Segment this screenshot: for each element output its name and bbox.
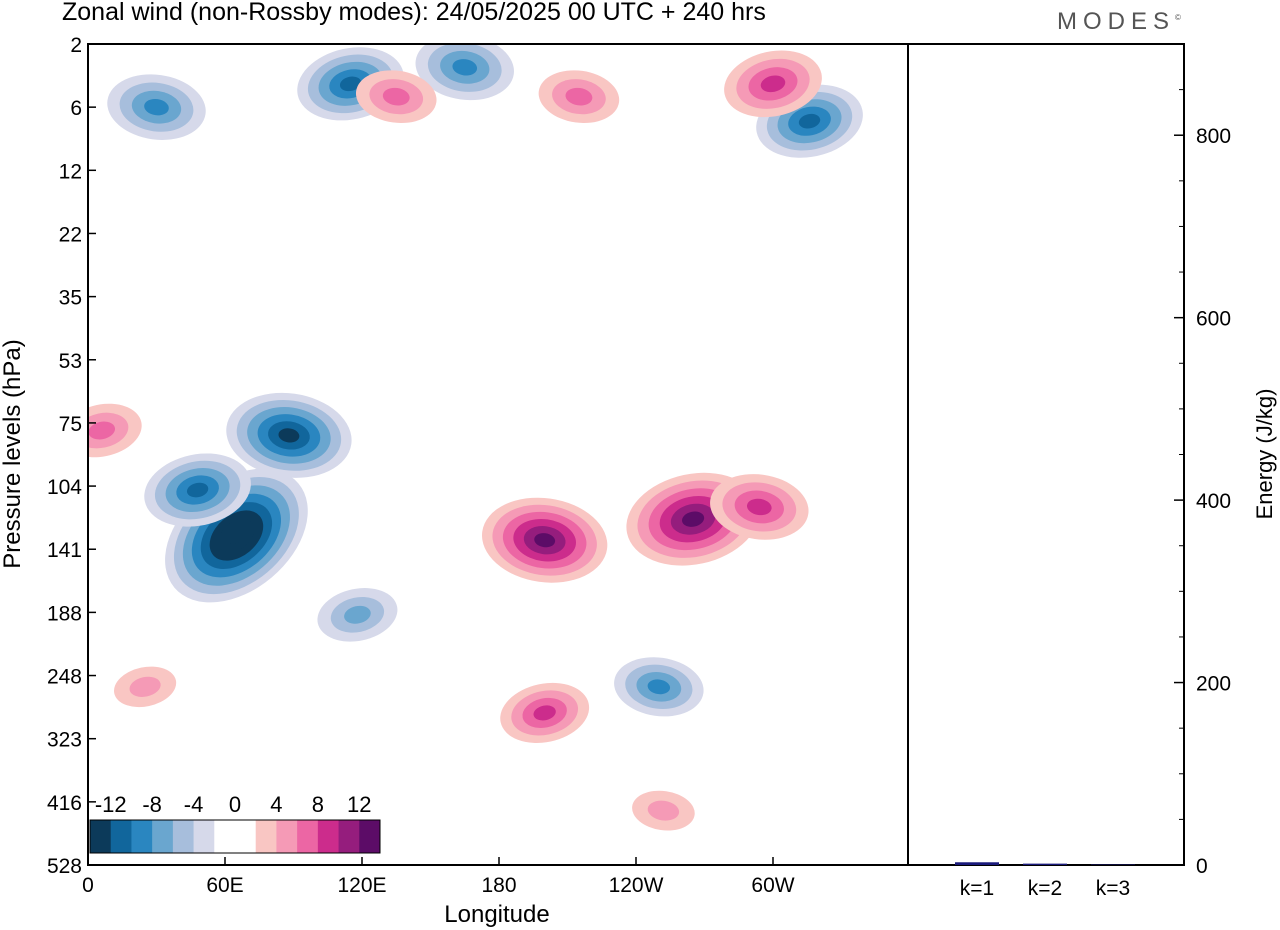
energy-tick-label: 600 (1196, 308, 1231, 331)
contour-feature (565, 87, 593, 106)
contour-feature (534, 533, 556, 548)
colorbar-swatch (338, 820, 360, 853)
colorbar-tick-label: -4 (184, 792, 204, 817)
colorbar-frame (89, 819, 381, 854)
colorbar-tick-label: -8 (142, 792, 162, 817)
colorbar-swatch (172, 820, 195, 853)
y-tick-label: 12 (59, 160, 82, 183)
x-tick-label: 60E (206, 874, 243, 897)
energy-tick-label: 200 (1196, 673, 1231, 696)
energy-bar-label: k=1 (960, 877, 994, 900)
contour-feature (798, 113, 821, 129)
energy-bar-label: k=2 (1028, 877, 1062, 900)
modes-logo: MODES© (1057, 8, 1181, 36)
y-tick-label: 6 (70, 97, 82, 120)
energy-bar (955, 862, 999, 865)
contour-feature (382, 87, 410, 106)
y-tick-label: 53 (59, 350, 82, 373)
colorbar-tick-label: 4 (270, 792, 282, 817)
contour-feature (129, 676, 161, 697)
contour-feature (452, 59, 478, 76)
contour-feature (344, 605, 371, 624)
contour-feature (533, 705, 556, 721)
y-tick-label: 2 (70, 34, 82, 57)
colorbar-swatch (131, 820, 153, 853)
x-tick-label: 180 (481, 874, 516, 897)
y-tick-label: 141 (47, 539, 82, 562)
x-tick-label: 60W (751, 874, 794, 897)
y-tick-label: 528 (47, 855, 82, 878)
colorbar-swatch (276, 820, 298, 853)
energy-bar-label: k=3 (1096, 877, 1130, 900)
colorbar-swatch (90, 820, 112, 853)
y-tick-label: 188 (47, 602, 82, 625)
energy-bar-panel: 0 200 400 600 800 k=1 k=2 k=3 (955, 89, 1231, 900)
logo-text: MODES (1057, 8, 1176, 35)
colorbar-swatch (214, 820, 236, 853)
colorbar-swatch (359, 820, 381, 853)
colorbar: -12 -8 -4 0 4 8 12 (89, 792, 381, 854)
colorbar-swatch (235, 820, 257, 853)
colorbar-tick-label: -12 (95, 792, 127, 817)
contour-feature (339, 76, 362, 92)
colorbar-tick-label: 8 (312, 792, 324, 817)
contour-field (88, 44, 863, 831)
energy-axis-label: Energy (J/kg) (1252, 389, 1277, 520)
colorbar-swatch (152, 820, 174, 853)
colorbar-swatch (255, 820, 277, 853)
chart-title: Zonal wind (non-Rossby modes): 24/05/202… (62, 0, 766, 26)
x-tick-label: 120W (609, 874, 664, 897)
contour-feature (647, 800, 680, 821)
colorbar-swatch (110, 820, 132, 853)
y-tick-label: 323 (47, 729, 82, 752)
contour-feature (186, 482, 209, 498)
colorbar-tick-label: 12 (347, 792, 371, 817)
contour-feature (227, 527, 246, 544)
contour-feature (760, 75, 786, 93)
y-tick-label: 104 (47, 476, 82, 499)
energy-tick-label: 0 (1196, 855, 1208, 878)
contour-feature (88, 421, 116, 440)
y-axis-label: Pressure levels (hPa) (0, 339, 26, 568)
y-tick-label: 35 (59, 287, 82, 310)
logo-mark: © (1175, 13, 1181, 22)
y-tick-label: 248 (47, 666, 82, 689)
contour-feature (682, 511, 705, 527)
colorbar-swatch (297, 820, 319, 853)
energy-tick-label: 400 (1196, 490, 1231, 513)
energy-bar (1023, 863, 1067, 865)
y-tick-label: 22 (59, 223, 82, 246)
colorbar-swatch (317, 820, 340, 853)
x-tick-label: 0 (82, 874, 94, 897)
x-tick-label: 120E (337, 874, 386, 897)
contour-feature (278, 428, 300, 443)
contour-feature (144, 98, 169, 116)
contour-feature (647, 679, 671, 695)
energy-tick-label: 800 (1196, 125, 1231, 148)
y-tick-label: 416 (47, 792, 82, 815)
y-tick-label: 75 (59, 413, 82, 436)
x-axis-label: Longitude (444, 901, 549, 928)
colorbar-swatch (193, 820, 215, 853)
colorbar-tick-label: 0 (229, 792, 241, 817)
contour-feature (746, 498, 772, 516)
